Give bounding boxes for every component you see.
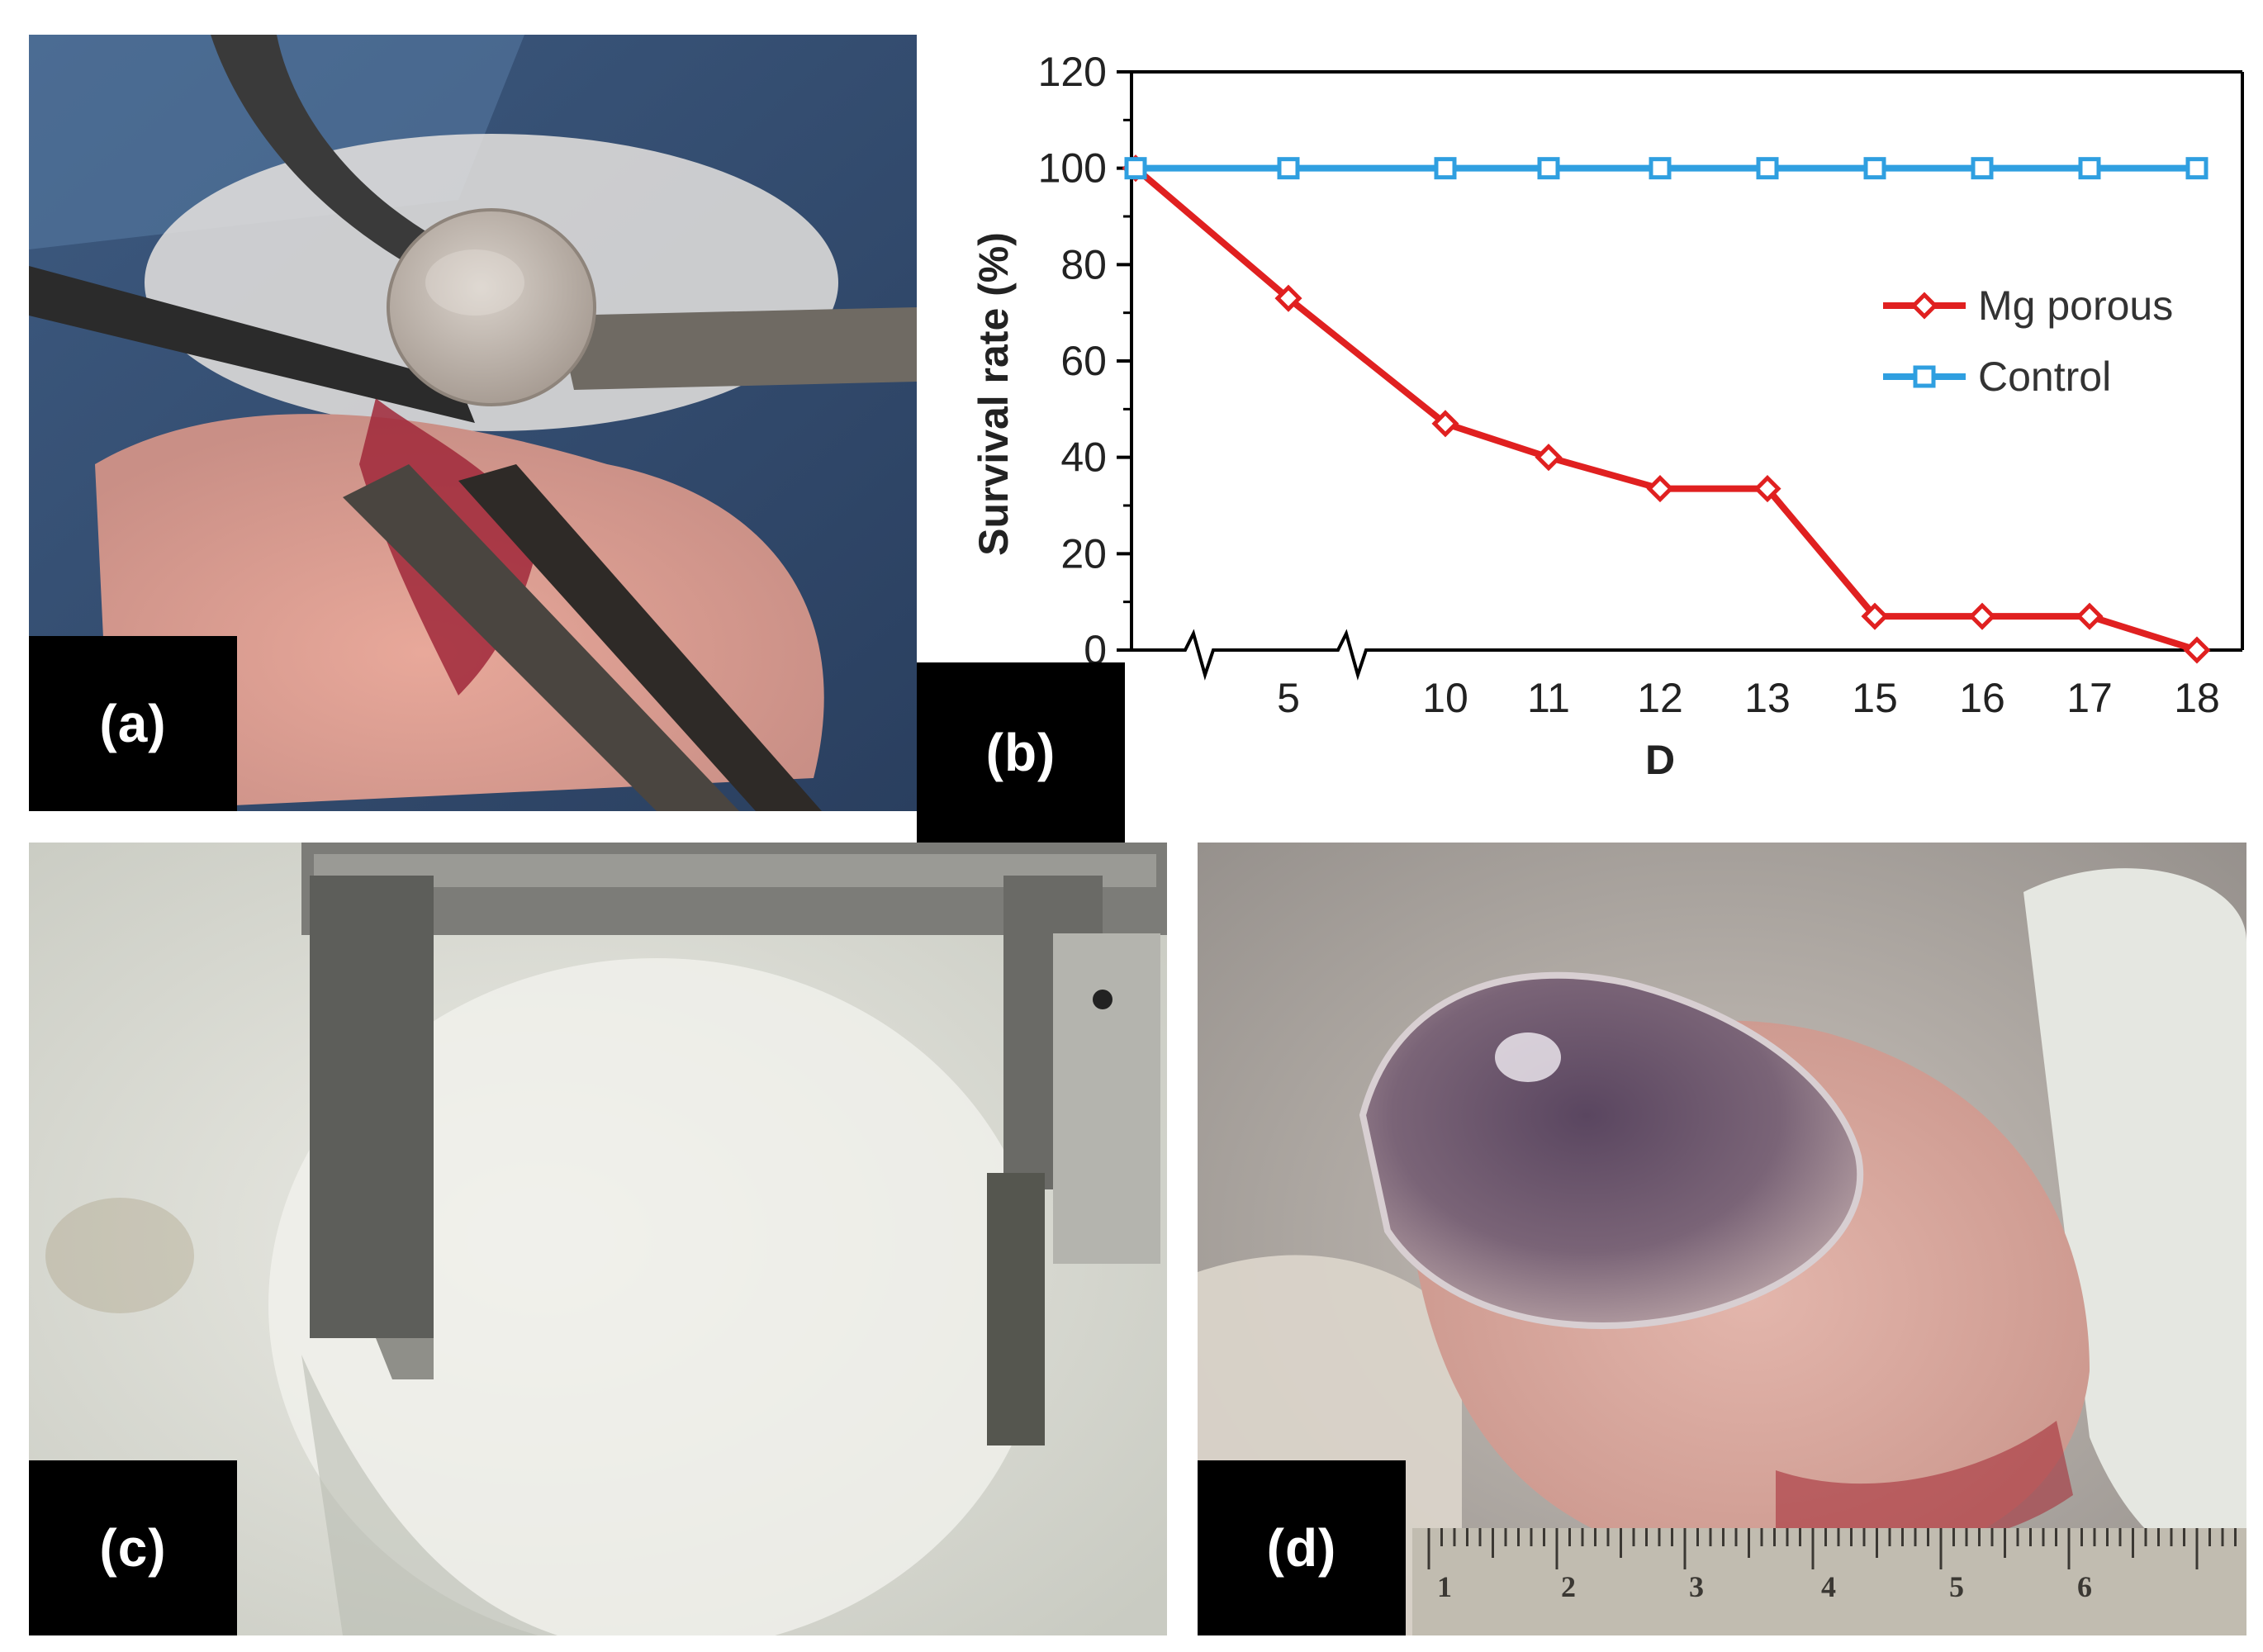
x-axis-title: D [1645, 737, 1675, 783]
photo-panel-d: 1 2 3 4 5 6 (d) [1198, 843, 2246, 1635]
chart-panel-b: 0 20 40 60 80 100 120 5 10 11 12 13 15 16 17 18 D Surviva… [917, 35, 2263, 843]
data-point-mg-porous [1968, 602, 1996, 630]
x-tick-label: 16 [1959, 675, 2005, 721]
y-tick-label: 80 [1060, 241, 1107, 287]
x-tick-label: 17 [2066, 675, 2113, 721]
legend-marker-mg-porous [1910, 292, 1938, 320]
legend-label-mg-porous: Mg porous [1978, 282, 2173, 329]
data-point-control [2078, 157, 2101, 180]
data-point-control [1756, 157, 1779, 180]
x-tick-label: 12 [1637, 675, 1683, 721]
data-point-control [1434, 157, 1457, 180]
series-line-mg-porous [1133, 165, 2199, 653]
data-point-control [1863, 157, 1886, 180]
x-tick-label: 5 [1277, 675, 1300, 721]
ruler-number-5: 5 [1949, 1570, 1964, 1603]
data-point-mg-porous [1431, 410, 1459, 438]
panel-label-c: (c) [29, 1460, 237, 1635]
y-tick-label: 100 [1038, 145, 1107, 192]
ruler-number-1: 1 [1437, 1570, 1452, 1603]
data-point-mg-porous [2183, 636, 2211, 664]
chart-legend: Mg porous Control [1883, 282, 2173, 400]
ruler-numbers: 1 2 3 4 5 6 [1412, 1569, 2246, 1619]
chart-series [1122, 154, 2211, 664]
ruler-number-2: 2 [1561, 1570, 1576, 1603]
x-tick-label: 15 [1852, 675, 1898, 721]
data-point-mg-porous [1861, 602, 1889, 630]
data-point-control [1537, 157, 1560, 180]
data-point-control [1277, 157, 1300, 180]
photo-panel-a: (a) [29, 35, 917, 811]
ruler-number-4: 4 [1821, 1570, 1836, 1603]
x-tick-label: 10 [1422, 675, 1468, 721]
y-tick-label: 20 [1060, 530, 1107, 577]
panel-label-d: (d) [1198, 1460, 1406, 1635]
y-tick-label: 40 [1060, 434, 1107, 481]
panel-label-b: (b) [917, 662, 1125, 843]
ruler-number-6: 6 [2077, 1570, 2092, 1603]
y-tick-label: 120 [1038, 49, 1107, 95]
ruler-number-3: 3 [1689, 1570, 1704, 1603]
y-axis-title: Survival rate (%) [970, 232, 1017, 556]
panel-label-a: (a) [29, 636, 237, 811]
x-axis-line-with-break [1132, 629, 2242, 681]
x-tick-label: 11 [1527, 675, 1570, 721]
ruler [1427, 1528, 2237, 1569]
data-point-mg-porous [2076, 602, 2104, 630]
x-tick-label: 18 [2174, 675, 2220, 721]
data-point-control [1971, 157, 1994, 180]
data-point-mg-porous [1753, 475, 1781, 503]
data-point-control [1649, 157, 1672, 180]
data-point-control [2185, 157, 2208, 180]
x-tick-label: 13 [1744, 675, 1791, 721]
y-tick-label: 60 [1060, 338, 1107, 384]
data-point-mg-porous [1274, 284, 1302, 312]
legend-label-control: Control [1978, 354, 2111, 400]
photo-panel-c: (c) [29, 843, 1167, 1635]
legend-marker-control [1913, 365, 1936, 388]
data-point-control [1124, 157, 1147, 180]
data-point-mg-porous [1646, 475, 1674, 503]
surgery-photo [29, 35, 917, 811]
data-point-mg-porous [1535, 444, 1563, 472]
